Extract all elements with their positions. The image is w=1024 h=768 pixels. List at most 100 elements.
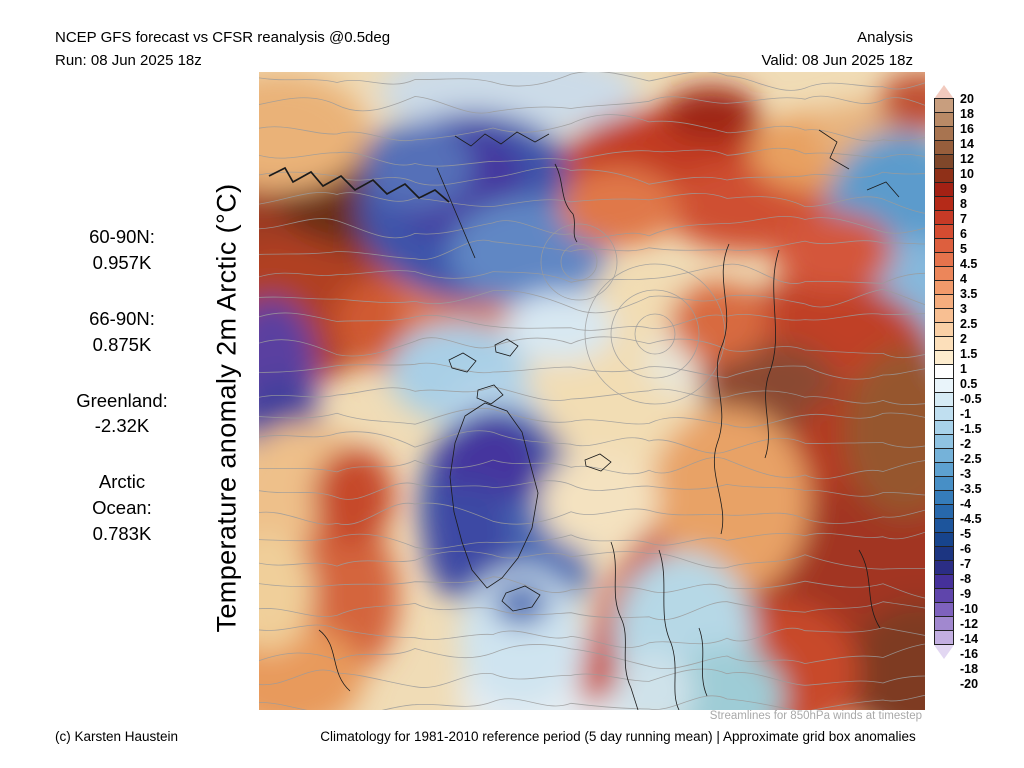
colorbar-tick-label: -2 — [960, 437, 972, 451]
colorbar-tick-label: -9 — [960, 587, 972, 601]
colorbar-segment — [934, 420, 954, 435]
colorbar-segment — [934, 252, 954, 267]
valid-timestamp: Valid: 08 Jun 2025 18z — [761, 51, 913, 69]
colorbar-bar — [934, 85, 954, 659]
colorbar-tick-label: 1.5 — [960, 347, 978, 361]
colorbar-tick-label: 20 — [960, 92, 974, 106]
colorbar-segment — [934, 238, 954, 253]
stat-label: 60-90N: — [89, 226, 155, 247]
arctic-anomaly-map — [259, 72, 925, 710]
colorbar-segment — [934, 462, 954, 477]
colorbar-tick-label: -1.5 — [960, 422, 982, 436]
colorbar-segment — [934, 140, 954, 155]
colorbar-segment — [934, 154, 954, 169]
colorbar-tick-label: 8 — [960, 197, 967, 211]
colorbar-tick-label: -0.5 — [960, 392, 982, 406]
colorbar-tick-label: 10 — [960, 167, 974, 181]
colorbar-segment — [934, 588, 954, 603]
colorbar-tick-label: 2 — [960, 332, 967, 346]
colorbar-tick-label: 5 — [960, 242, 967, 256]
colorbar-segment — [934, 504, 954, 519]
colorbar-segment — [934, 378, 954, 393]
header-right: Analysis Valid: 08 Jun 2025 18z — [761, 27, 913, 72]
colorbar-tick-label: 14 — [960, 137, 974, 151]
colorbar-tick-label: -18 — [960, 662, 979, 676]
colorbar-tick-label: 2.5 — [960, 317, 978, 331]
colorbar-tick-label: -4.5 — [960, 512, 982, 526]
climatology-note: Climatology for 1981-2010 reference peri… — [320, 729, 916, 744]
colorbar-tick-label: 6 — [960, 227, 967, 241]
map-coastlines — [268, 129, 900, 710]
stat-66-90n: 66-90N: 0.875K — [42, 306, 202, 358]
colorbar-tick-label: -16 — [960, 647, 979, 661]
colorbar-segment — [934, 98, 954, 113]
colorbar-tick-label: 1 — [960, 362, 967, 376]
colorbar-tick-label: -20 — [960, 677, 979, 691]
colorbar-tick-label: -8 — [960, 572, 972, 586]
run-timestamp: Run: 08 Jun 2025 18z — [55, 51, 202, 69]
colorbar-segment — [934, 294, 954, 309]
colorbar-arrow-bottom — [934, 645, 954, 659]
colorbar-tick-label: -1 — [960, 407, 972, 421]
colorbar-tick-label: 3.5 — [960, 287, 978, 301]
colorbar-tick-label: -3.5 — [960, 482, 982, 496]
stat-value: 0.957K — [92, 251, 152, 273]
colorbar-tick-label: -6 — [960, 542, 972, 556]
colorbar-segment — [934, 392, 954, 407]
colorbar-segment — [934, 518, 954, 533]
colorbar-segment — [934, 448, 954, 463]
colorbar-segment — [934, 364, 954, 379]
colorbar-segment — [934, 322, 954, 337]
colorbar-segment — [934, 182, 954, 197]
colorbar-segment — [934, 112, 954, 127]
colorbar-segment — [934, 196, 954, 211]
colorbar-tick-label: -10 — [960, 602, 979, 616]
colorbar-segment — [934, 168, 954, 183]
stat-value: 0.875K — [92, 333, 152, 355]
colorbar-tick-label: 4.5 — [960, 257, 978, 271]
stat-greenland: Greenland: -2.32K — [42, 388, 202, 440]
colorbar-segment — [934, 336, 954, 351]
colorbar-tick-label: -14 — [960, 632, 979, 646]
colorbar-segment — [934, 532, 954, 547]
colorbar-tick-label: 4 — [960, 272, 967, 286]
copyright-text: (c) Karsten Haustein — [55, 729, 179, 744]
colorbar-segment — [934, 280, 954, 295]
colorbar-tick-label: 7 — [960, 212, 967, 226]
colorbar-arrow-top — [934, 85, 954, 99]
colorbar-segment — [934, 546, 954, 561]
colorbar-tick-label: -4 — [960, 497, 972, 511]
colorbar-segment — [934, 630, 954, 645]
colorbar-segment — [934, 126, 954, 141]
page-title: NCEP GFS forecast vs CFSR reanalysis @0.… — [55, 29, 391, 46]
colorbar-segment — [934, 616, 954, 631]
colorbar-tick-label: -7 — [960, 557, 972, 571]
stat-value: -2.32K — [94, 415, 150, 437]
stat-label: Greenland: — [76, 389, 168, 411]
colorbar-tick-label: -2.5 — [960, 452, 982, 466]
colorbar-tick-label: -3 — [960, 467, 972, 481]
y-axis-label-text: Temperature anomaly 2m Arctic (°C) — [211, 183, 242, 633]
colorbar-segment — [934, 224, 954, 239]
stat-value: 0.783K — [92, 523, 152, 545]
colorbar-tick-label: 12 — [960, 152, 974, 166]
colorbar-tick-label: 9 — [960, 182, 967, 196]
colorbar-segment — [934, 574, 954, 589]
area-mean-stats: 60-90N: 0.957K 66-90N: 0.875K Greenland:… — [42, 224, 202, 577]
colorbar-tick-label: -5 — [960, 527, 972, 541]
colorbar-segment — [934, 602, 954, 617]
stat-60-90n: 60-90N: 0.957K — [42, 224, 202, 276]
stat-label: Arctic Ocean: — [92, 471, 152, 519]
colorbar-tick-label: 0.5 — [960, 377, 978, 391]
colorbar-tick-label: 3 — [960, 302, 967, 316]
colorbar-segment — [934, 560, 954, 575]
colorbar-segment — [934, 350, 954, 365]
anomaly-color-fields — [259, 72, 925, 710]
stat-arctic-ocean: Arctic Ocean: 0.783K — [42, 469, 202, 547]
colorbar-segment — [934, 476, 954, 491]
colorbar-segment — [934, 308, 954, 323]
header-left: NCEP GFS forecast vs CFSR reanalysis @0.… — [55, 27, 390, 72]
map-streamlines — [259, 72, 925, 710]
colorbar-tick-label: -12 — [960, 617, 979, 631]
